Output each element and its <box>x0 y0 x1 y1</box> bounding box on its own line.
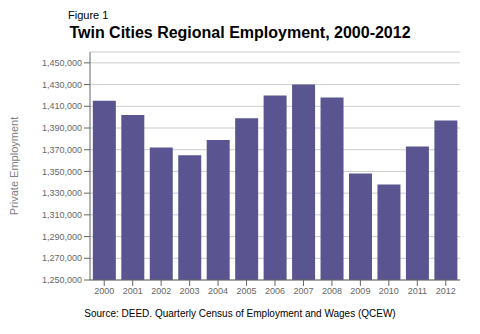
svg-text:2000: 2000 <box>94 286 114 296</box>
svg-text:2002: 2002 <box>151 286 171 296</box>
svg-text:2011: 2011 <box>408 286 427 296</box>
svg-text:1,310,000: 1,310,000 <box>42 210 82 220</box>
svg-text:2004: 2004 <box>208 286 228 296</box>
svg-text:1,450,000: 1,450,000 <box>42 58 82 68</box>
svg-text:2012: 2012 <box>436 286 456 296</box>
svg-text:2007: 2007 <box>293 286 313 296</box>
svg-text:2001: 2001 <box>123 286 143 296</box>
svg-text:1,270,000: 1,270,000 <box>42 253 82 263</box>
svg-text:1,330,000: 1,330,000 <box>42 188 82 198</box>
html-text:Figure 1: Figure 1 <box>68 9 109 21</box>
svg-text:1,390,000: 1,390,000 <box>42 123 82 133</box>
svg-text:1,290,000: 1,290,000 <box>42 232 82 242</box>
svg-text:2010: 2010 <box>379 286 399 296</box>
html-text:Twin Cities Regional Employmen: Twin Cities Regional Employment, 2000-20… <box>69 24 411 41</box>
svg-text:2003: 2003 <box>180 286 200 296</box>
svg-text:2006: 2006 <box>265 286 285 296</box>
svg-text:1,410,000: 1,410,000 <box>42 101 82 111</box>
svg-text:Private Employment: Private Employment <box>8 117 20 215</box>
svg-text:1,370,000: 1,370,000 <box>42 145 82 155</box>
svg-text:2009: 2009 <box>350 286 370 296</box>
html-text:Source: DEED. Quarterly Census: Source: DEED. Quarterly Census of Employ… <box>84 308 396 319</box>
svg-text:2008: 2008 <box>322 286 342 296</box>
svg-text:1,250,000: 1,250,000 <box>42 275 82 285</box>
svg-text:2005: 2005 <box>237 286 257 296</box>
svg-text:1,350,000: 1,350,000 <box>42 167 82 177</box>
svg-text:1,430,000: 1,430,000 <box>42 80 82 90</box>
